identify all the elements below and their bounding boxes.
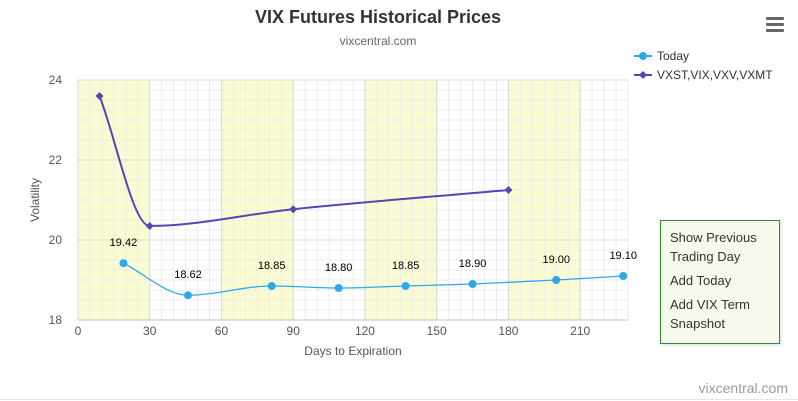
series-line-vxst-vix-vxv-vxmt — [98, 95, 509, 228]
data-point-today — [401, 282, 410, 290]
x-tick-label: 210 — [570, 324, 590, 338]
y-tick-label: 24 — [49, 73, 63, 87]
data-label-today: 19.42 — [110, 237, 138, 249]
data-label-today: 18.85 — [258, 260, 286, 272]
x-axis-title: Days to Expiration — [304, 344, 401, 358]
legend-item-today[interactable]: Today — [634, 47, 773, 65]
chart-title: VIX Futures Historical Prices — [254, 7, 502, 27]
data-point-today — [334, 284, 343, 292]
data-point-today — [468, 280, 477, 288]
x-tick-label: 0 — [75, 324, 82, 338]
x-tick-label: 60 — [215, 324, 229, 338]
data-label-today: 18.62 — [174, 269, 202, 281]
x-tick-label: 120 — [355, 324, 375, 338]
data-label-today: 18.85 — [392, 260, 420, 272]
data-label-today: 18.90 — [459, 258, 487, 270]
chart-legend: Today VXST,VIX,VXV,VXMT — [634, 47, 773, 85]
menu-item-show-previous-trading-day[interactable]: Show Previous Trading Day — [670, 230, 757, 264]
data-point-vxst-vix-vxv-vxmt — [145, 222, 154, 230]
x-tick-label: 90 — [287, 324, 301, 338]
data-label-today: 19.10 — [609, 250, 637, 262]
series-line-today — [123, 262, 624, 296]
data-point-today — [184, 291, 192, 300]
data-point-today — [619, 272, 628, 280]
bottom-divider — [0, 399, 798, 400]
legend-diamond-marker-icon — [634, 71, 652, 79]
legend-item-vxst-vix-vxv-vxmt[interactable]: VXST,VIX,VXV,VXMT — [634, 66, 773, 84]
y-tick-label: 18 — [49, 313, 63, 327]
data-label-today: 18.80 — [325, 262, 353, 274]
x-tick-label: 150 — [427, 324, 447, 338]
legend-label-vxst-vix-vxv-vxmt: VXST,VIX,VXV,VXMT — [657, 68, 773, 82]
y-tick-label: 22 — [49, 153, 63, 167]
y-axis-title: Volatility — [28, 178, 42, 222]
legend-label-today: Today — [657, 49, 690, 63]
menu-item-add-vix-term-snapshot[interactable]: Add VIX Term Snapshot — [670, 297, 750, 331]
context-menu: Show Previous Trading Day Add Today Add … — [660, 220, 780, 344]
data-point-vxst-vix-vxv-vxmt — [504, 186, 513, 194]
x-tick-label: 180 — [498, 324, 518, 338]
hamburger-menu-icon[interactable] — [766, 17, 784, 33]
data-point-vxst-vix-vxv-vxmt — [95, 92, 104, 100]
data-label-today: 19.00 — [542, 254, 570, 266]
credits-link[interactable]: vixcentral.com — [698, 380, 788, 396]
chart-subtitle: vixcentral.com — [339, 34, 417, 48]
data-point-today — [119, 259, 128, 268]
y-tick-label: 20 — [49, 233, 63, 247]
data-point-today — [552, 276, 561, 284]
data-point-vxst-vix-vxv-vxmt — [289, 205, 298, 214]
x-tick-label: 30 — [143, 324, 157, 338]
menu-item-add-today[interactable]: Add Today — [670, 273, 732, 288]
data-point-today — [267, 282, 276, 290]
legend-circle-marker-icon — [634, 52, 652, 60]
